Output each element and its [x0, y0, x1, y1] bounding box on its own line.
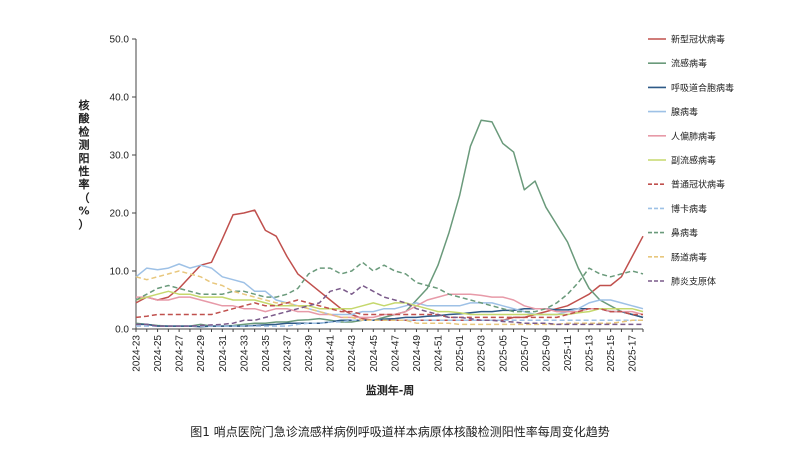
- legend: 新型冠状病毒流感病毒呼吸道合胞病毒腺病毒人偏肺病毒副流感病毒普通冠状病毒博卡病毒…: [648, 34, 734, 288]
- y-tick-label: 50.0: [110, 35, 130, 46]
- legend-label: 流感病毒: [671, 58, 707, 70]
- x-tick-label: 2024-25: [153, 335, 164, 372]
- x-tick-label: 2025-11: [563, 335, 574, 371]
- y-tick-label: 40.0: [110, 93, 130, 104]
- y-axis-title: 核酸检测阳性率（%）: [78, 98, 90, 231]
- y-tick-label: 30.0: [110, 151, 130, 162]
- x-tick-label: 2024-51: [434, 335, 445, 372]
- legend-label: 呼吸道合胞病毒: [671, 82, 734, 94]
- x-tick-label: 2024-31: [218, 335, 229, 372]
- series-line-0: [135, 209, 644, 322]
- x-tick-label: 2025-17: [628, 335, 639, 372]
- x-tick-label: 2025-07: [520, 335, 531, 372]
- series-line-5: [135, 290, 644, 316]
- x-tick-label: 2024-45: [369, 335, 380, 372]
- x-tick-label: 2024-49: [412, 335, 423, 372]
- series-line-3: [135, 263, 644, 316]
- y-ticks: 0.0 10.0 20.0 30.0 40.0 50.0: [110, 35, 136, 336]
- axes: [135, 39, 643, 330]
- legend-label: 腺病毒: [671, 106, 698, 118]
- legend-label: 人偏肺病毒: [671, 130, 716, 142]
- x-tick-label: 2024-41: [326, 335, 337, 372]
- x-tick-label: 2024-37: [283, 335, 294, 372]
- legend-label: 副流感病毒: [671, 155, 716, 167]
- x-tick-label: 2025-01: [455, 335, 466, 372]
- x-tick-label: 2025-15: [606, 335, 617, 372]
- x-ticks: 2024-23 2024-25 2024-27 2024-29 2024-31 2024-…: [132, 329, 644, 372]
- x-tick-label: 2025-03: [477, 335, 488, 372]
- series-line-6: [135, 299, 643, 319]
- series-line-1: [135, 119, 644, 327]
- x-axis-title: 监测年-周: [366, 383, 415, 397]
- series-line-10: [136, 284, 643, 327]
- figure-caption: 图1 哨点医院门急诊流感样病例呼吸道样本病原体核酸检测阳性率每周变化趋势: [190, 425, 610, 439]
- series-lines: [135, 119, 644, 328]
- legend-label: 博卡病毒: [671, 203, 707, 215]
- series-line-7: [136, 319, 643, 327]
- x-tick-label: 2024-23: [132, 335, 143, 372]
- legend-label: 肠道病毒: [671, 251, 707, 263]
- x-tick-label: 2024-43: [347, 335, 358, 372]
- x-tick-label: 2024-39: [304, 335, 315, 372]
- y-tick-label: 0.0: [115, 325, 129, 336]
- x-tick-label: 2025-13: [585, 335, 596, 372]
- legend-label: 肺炎支原体: [671, 276, 716, 288]
- x-tick-label: 2024-29: [196, 335, 207, 372]
- legend-label: 新型冠状病毒: [671, 34, 725, 46]
- x-tick-label: 2024-27: [175, 335, 186, 372]
- x-tick-label: 2024-33: [239, 335, 250, 372]
- y-tick-label: 20.0: [110, 209, 130, 220]
- x-tick-label: 2025-09: [541, 335, 552, 372]
- x-tick-label: 2025-05: [498, 335, 509, 372]
- x-tick-label: 2024-47: [390, 335, 401, 372]
- y-tick-label: 10.0: [110, 267, 130, 278]
- legend-label: 鼻病毒: [671, 227, 698, 239]
- series-line-8: [135, 261, 644, 313]
- x-tick-label: 2024-35: [261, 335, 272, 372]
- legend-label: 普通冠状病毒: [671, 179, 725, 191]
